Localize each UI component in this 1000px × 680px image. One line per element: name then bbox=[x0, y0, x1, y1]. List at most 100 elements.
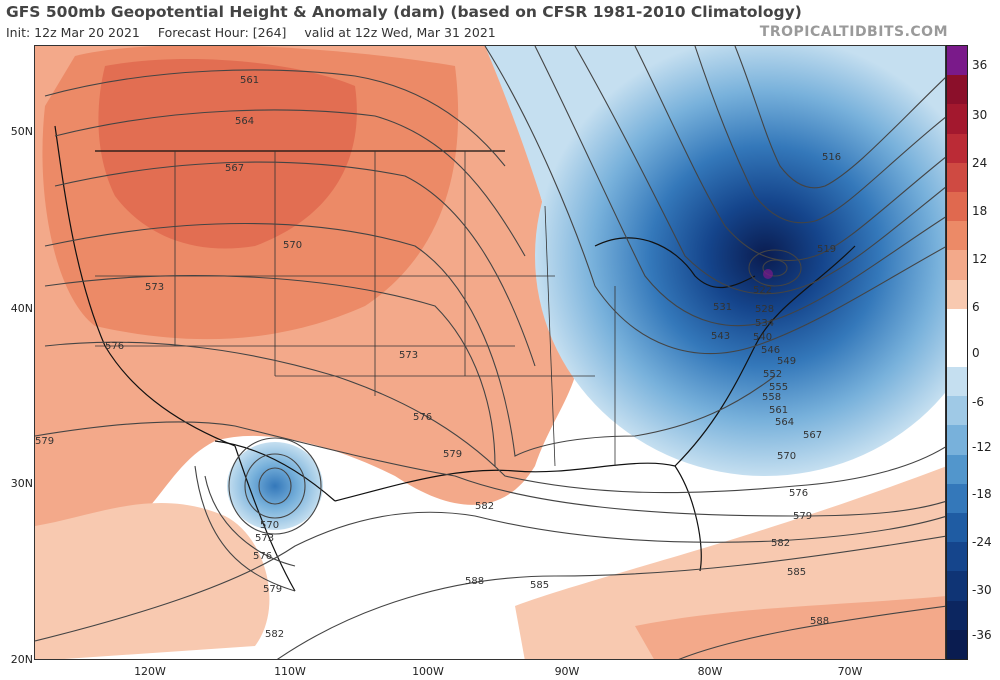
lon-label-90w: 90W bbox=[554, 665, 580, 678]
colorbar-segment bbox=[947, 396, 967, 426]
contour-label: 573 bbox=[255, 533, 275, 544]
lat-label-20n: 20N bbox=[10, 653, 33, 666]
contour-label: 588 bbox=[810, 616, 830, 627]
lat-label-30n: 30N bbox=[10, 477, 33, 490]
colorbar-label: -36 bbox=[972, 628, 992, 642]
contour-low-center bbox=[748, 249, 802, 287]
colorbar-label: -24 bbox=[972, 535, 992, 549]
colorbar-segment bbox=[947, 308, 967, 338]
lon-label-70w: 70W bbox=[837, 665, 863, 678]
colorbar-segment bbox=[947, 104, 967, 134]
contour-label: 582 bbox=[475, 501, 495, 512]
colorbar-segment bbox=[947, 221, 967, 251]
contour-label: 567 bbox=[225, 163, 245, 174]
contour-trough-4 bbox=[634, 46, 945, 262]
contour-576 bbox=[44, 341, 945, 494]
contour-label: 570 bbox=[260, 520, 280, 531]
colorbar-segment bbox=[947, 542, 967, 572]
baja bbox=[234, 445, 296, 592]
brand-watermark: TROPICALTIDBITS.COM bbox=[759, 24, 948, 40]
colorbar-label: -18 bbox=[972, 487, 992, 501]
valid-time: valid at 12z Wed, Mar 31 2021 bbox=[304, 25, 496, 40]
colorbar-segment bbox=[947, 191, 967, 222]
contour-585 bbox=[277, 535, 945, 659]
contour-label: 579 bbox=[443, 449, 463, 460]
contour-label: 576 bbox=[413, 412, 433, 423]
contour-label: 546 bbox=[761, 345, 781, 356]
colorbar-label: 12 bbox=[972, 252, 988, 266]
colorbar-segment bbox=[947, 367, 967, 397]
contour-label: 588 bbox=[465, 576, 485, 587]
colorbar-label: 36 bbox=[972, 58, 988, 72]
colorbar-label: 30 bbox=[972, 108, 988, 122]
contour-trough-3 bbox=[574, 46, 945, 295]
florida bbox=[674, 465, 702, 572]
lat-label-50n: 50N bbox=[10, 125, 33, 138]
contour-label: 558 bbox=[762, 392, 782, 403]
warm-anomaly-south bbox=[35, 503, 270, 659]
contour-trough-2 bbox=[534, 46, 945, 327]
colorbar-segment bbox=[947, 425, 967, 455]
colorbar-label: -6 bbox=[972, 395, 984, 409]
colorbar-segment bbox=[947, 133, 967, 163]
forecast-hour: Forecast Hour: [264] bbox=[157, 25, 287, 40]
colorbar-label: -12 bbox=[972, 440, 992, 454]
contour-label: 576 bbox=[105, 341, 125, 352]
contour-label: 585 bbox=[530, 580, 550, 591]
contour-label: 579 bbox=[793, 511, 813, 522]
chart-subtitle: Init: 12z Mar 20 2021 Forecast Hour: [26… bbox=[6, 25, 510, 40]
colorbar-segment bbox=[947, 600, 967, 630]
contour-label: 576 bbox=[789, 488, 809, 499]
lon-label-100w: 100W bbox=[412, 665, 444, 678]
anomaly-map bbox=[35, 46, 945, 659]
contour-573 bbox=[44, 275, 496, 467]
contour-579 bbox=[35, 421, 945, 517]
init-time: Init: 12z Mar 20 2021 bbox=[6, 25, 140, 40]
contour-label: 576 bbox=[253, 551, 273, 562]
contour-label: 522 bbox=[753, 285, 773, 296]
contour-label: 561 bbox=[240, 75, 260, 86]
contour-561 bbox=[44, 69, 506, 167]
colorbar-segment bbox=[947, 629, 967, 659]
colorbar-segment bbox=[947, 250, 967, 280]
colorbar-segment bbox=[947, 513, 967, 543]
contour-label: 543 bbox=[711, 331, 731, 342]
contour-564 bbox=[54, 109, 526, 257]
contour-label: 567 bbox=[803, 430, 823, 441]
contour-label: 516 bbox=[822, 152, 842, 163]
lon-label-80w: 80W bbox=[697, 665, 723, 678]
contour-label: 582 bbox=[771, 538, 791, 549]
colorbar-label: 0 bbox=[972, 346, 980, 360]
colorbar-segment bbox=[947, 279, 967, 309]
contour-label: 564 bbox=[235, 116, 255, 127]
lon-label-120w: 120W bbox=[134, 665, 166, 678]
map-panel: 561 564 567 570 573 576 579 582 585 588 516 519 522 5… bbox=[34, 45, 946, 660]
contour-label: 564 bbox=[775, 417, 795, 428]
contour-588 bbox=[678, 605, 945, 659]
contour-label: 549 bbox=[777, 356, 797, 367]
contour-570 bbox=[44, 222, 776, 457]
contour-567 bbox=[54, 161, 536, 367]
colorbar-segment bbox=[947, 337, 967, 368]
colorbar-segment bbox=[947, 46, 967, 76]
contour-label: 582 bbox=[265, 629, 285, 640]
anomaly-colorbar bbox=[946, 45, 968, 660]
contour-label: 555 bbox=[769, 382, 789, 393]
contour-label: 561 bbox=[769, 405, 789, 416]
lat-label-40n: 40N bbox=[10, 302, 33, 315]
colorbar-label: 6 bbox=[972, 300, 980, 314]
contour-label: 531 bbox=[713, 302, 733, 313]
colorbar-segment bbox=[947, 162, 967, 192]
contour-cutoff-inner bbox=[258, 467, 292, 505]
contour-label: 570 bbox=[777, 451, 797, 462]
contour-label: 573 bbox=[145, 282, 165, 293]
gulf-coast bbox=[334, 462, 676, 502]
contour-trough-1 bbox=[484, 46, 945, 355]
chart-title: GFS 500mb Geopotential Height & Anomaly … bbox=[6, 3, 802, 21]
header: GFS 500mb Geopotential Height & Anomaly … bbox=[0, 0, 1000, 44]
colorbar-label: -30 bbox=[972, 583, 992, 597]
cutoff-low bbox=[227, 442, 323, 530]
contour-label: 534 bbox=[755, 318, 775, 329]
contour-label: 570 bbox=[283, 240, 303, 251]
contour-label: 585 bbox=[787, 567, 807, 578]
